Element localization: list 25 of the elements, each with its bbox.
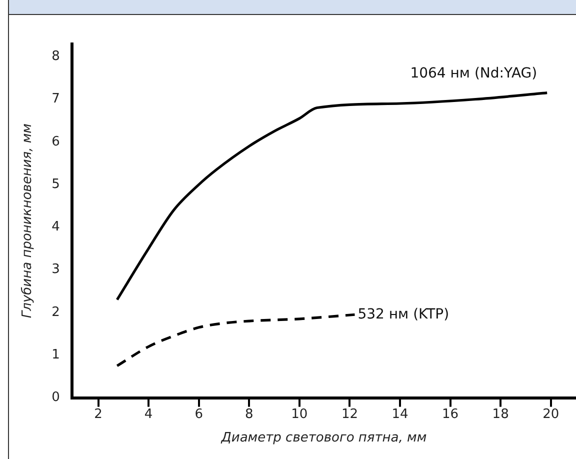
x-tick-label: 16 (442, 406, 459, 422)
line-series (116, 92, 548, 302)
x-tick-label: 10 (291, 406, 308, 422)
x-tick-label: 8 (244, 406, 254, 422)
x-tick-label: 2 (94, 406, 102, 422)
line-series (116, 313, 356, 368)
y-tick-label: 3 (52, 262, 60, 278)
series-label: 532 нм (KTP) (358, 306, 450, 322)
y-tick-label: 2 (52, 304, 60, 320)
y-tick-label: 5 (52, 176, 60, 192)
x-tick-label: 14 (392, 406, 408, 422)
x-tick-label: 4 (144, 406, 153, 422)
x-axis-title: Диаметр светового пятна, мм (220, 430, 427, 446)
x-tick-label: 18 (492, 406, 509, 422)
y-tick-label: 4 (52, 220, 60, 235)
y-tick-label: 0 (52, 390, 60, 406)
y-tick-label: 1 (52, 348, 60, 363)
y-tick-label: 7 (52, 92, 60, 107)
y-tick-label: 6 (52, 134, 60, 150)
y-axis-title: Глубина проникновения, мм (20, 123, 36, 318)
x-tick-label: 20 (542, 406, 560, 422)
y-tick-label: 8 (52, 48, 60, 64)
x-tick-label: 12 (341, 406, 358, 422)
x-tick-label: 6 (194, 406, 203, 422)
series-label: 1064 нм (Nd:YAG) (410, 65, 538, 82)
